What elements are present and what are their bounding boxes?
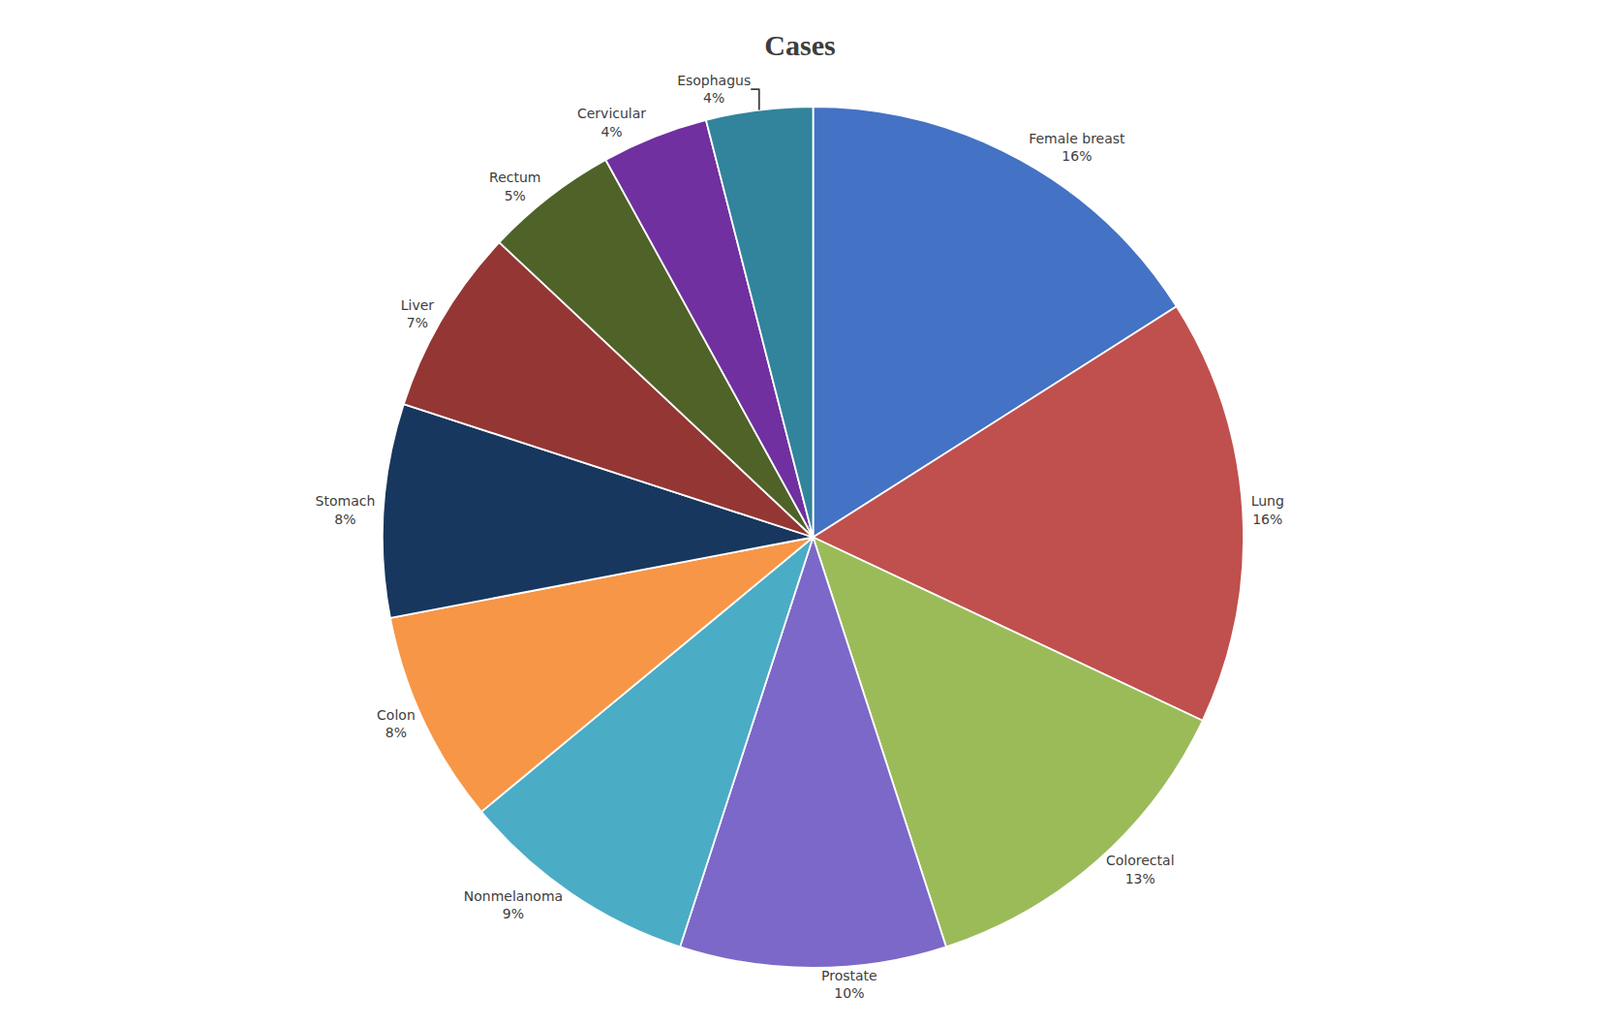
svg-text:Colon8%: Colon8% [376,707,416,740]
svg-text:Lung16%: Lung16% [1251,492,1285,526]
svg-text:Female breast16%: Female breast16% [1028,130,1126,164]
svg-text:Cervicular4%: Cervicular4% [577,105,647,139]
svg-text:Liver7%: Liver7% [400,297,435,331]
svg-text:Nonmelanoma9%: Nonmelanoma9% [463,888,563,922]
svg-text:Rectum5%: Rectum5% [489,169,541,203]
svg-text:Esophagus4%: Esophagus4% [676,72,751,106]
svg-text:Prostate10%: Prostate10% [821,967,878,1001]
svg-text:Cases: Cases [764,29,835,62]
svg-text:Stomach8%: Stomach8% [315,492,376,526]
svg-text:Colorectal13%: Colorectal13% [1106,852,1175,886]
